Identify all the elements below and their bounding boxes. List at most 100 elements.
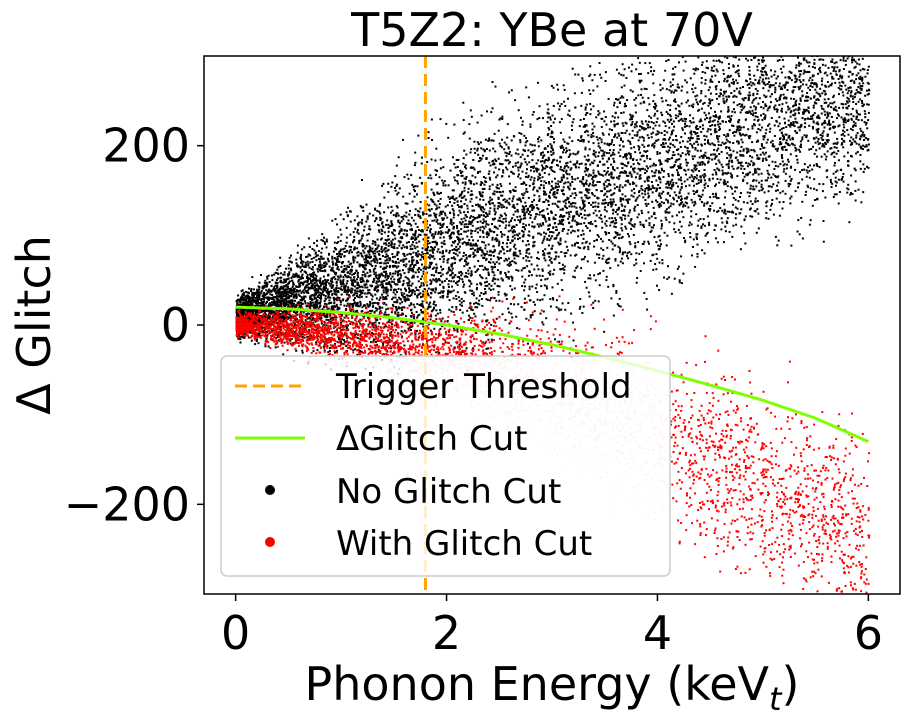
scatter-point [682, 205, 685, 208]
scatter-point [509, 302, 512, 305]
scatter-point [582, 140, 585, 143]
scatter-point [500, 277, 503, 280]
scatter-point [778, 103, 781, 106]
scatter-point [416, 289, 419, 291]
scatter-point [672, 144, 675, 147]
scatter-point [510, 154, 513, 157]
scatter-point [458, 205, 461, 208]
scatter-point [376, 302, 379, 304]
scatter-point [752, 185, 755, 188]
scatter-point [488, 287, 491, 290]
scatter-point [398, 232, 400, 235]
scatter-point [494, 85, 497, 88]
scatter-point [671, 73, 674, 76]
scatter-point [727, 108, 730, 111]
scatter-point [479, 157, 481, 159]
scatter-point [615, 221, 618, 224]
scatter-point [806, 38, 808, 40]
scatter-point [589, 229, 591, 232]
scatter-point [694, 200, 696, 203]
scatter-point [860, 89, 863, 92]
scatter-point [597, 155, 600, 158]
scatter-point [500, 231, 502, 233]
scatter-point [602, 174, 605, 177]
scatter-point [715, 237, 717, 240]
scatter-point [643, 262, 645, 265]
scatter-point [339, 282, 342, 285]
scatter-point [756, 89, 759, 92]
scatter-point [658, 206, 661, 209]
scatter-point [857, 119, 860, 121]
scatter-point [623, 105, 626, 108]
scatter-point [548, 195, 551, 198]
scatter-point [526, 342, 529, 345]
scatter-point [651, 73, 654, 76]
scatter-point [707, 207, 710, 210]
scatter-point [300, 296, 303, 299]
scatter-point [512, 172, 515, 175]
scatter-point [334, 351, 336, 354]
scatter-point [271, 294, 274, 296]
scatter-point [351, 308, 353, 311]
scatter-point [648, 224, 651, 227]
scatter-point [802, 111, 805, 114]
scatter-point [292, 273, 295, 276]
scatter-point [498, 216, 501, 219]
scatter-point [286, 291, 289, 294]
scatter-point [834, 35, 836, 37]
scatter-point [285, 289, 288, 292]
scatter-point [712, 115, 715, 118]
scatter-point [837, 114, 840, 117]
scatter-point [778, 59, 781, 61]
scatter-point [848, 47, 850, 49]
scatter-point [363, 283, 366, 286]
scatter-point [847, 89, 850, 92]
scatter-point [420, 230, 423, 232]
scatter-point [700, 77, 703, 80]
scatter-point [541, 164, 544, 167]
scatter-point [355, 323, 358, 326]
scatter-point [304, 295, 307, 298]
scatter-point [593, 240, 596, 242]
scatter-point [819, 87, 822, 90]
scatter-point [671, 84, 674, 86]
scatter-point [799, 150, 802, 153]
scatter-point [776, 43, 778, 45]
scatter-point [539, 211, 542, 214]
scatter-point [503, 252, 506, 255]
scatter-point [770, 117, 773, 119]
scatter-point [300, 275, 303, 278]
scatter-point [850, 27, 852, 29]
scatter-point [771, 160, 774, 163]
scatter-point [571, 244, 574, 247]
scatter-point [619, 260, 622, 263]
scatter-point [638, 252, 641, 255]
scatter-point [379, 296, 382, 299]
scatter-point [492, 266, 495, 269]
scatter-point [395, 283, 398, 286]
scatter-point [488, 161, 491, 164]
scatter-point [324, 286, 327, 289]
scatter-point [524, 201, 527, 204]
scatter-point [716, 178, 719, 180]
scatter-point [384, 311, 387, 314]
scatter-point [554, 237, 557, 240]
scatter-point [535, 170, 538, 173]
scatter-point [283, 292, 286, 295]
scatter-point [647, 136, 650, 139]
scatter-point [353, 248, 355, 251]
scatter-point [662, 79, 665, 82]
scatter-point [861, 68, 864, 70]
scatter-point [827, 104, 830, 107]
scatter-point [286, 285, 289, 288]
scatter-point [337, 236, 340, 239]
scatter-point [771, 143, 774, 146]
scatter-point [372, 214, 375, 217]
scatter-point [307, 286, 310, 289]
scatter-point [811, 79, 814, 82]
scatter-point [523, 308, 526, 311]
scatter-point [724, 190, 727, 193]
scatter-point [851, 56, 854, 59]
scatter-point [442, 285, 445, 288]
scatter-point [763, 81, 766, 84]
